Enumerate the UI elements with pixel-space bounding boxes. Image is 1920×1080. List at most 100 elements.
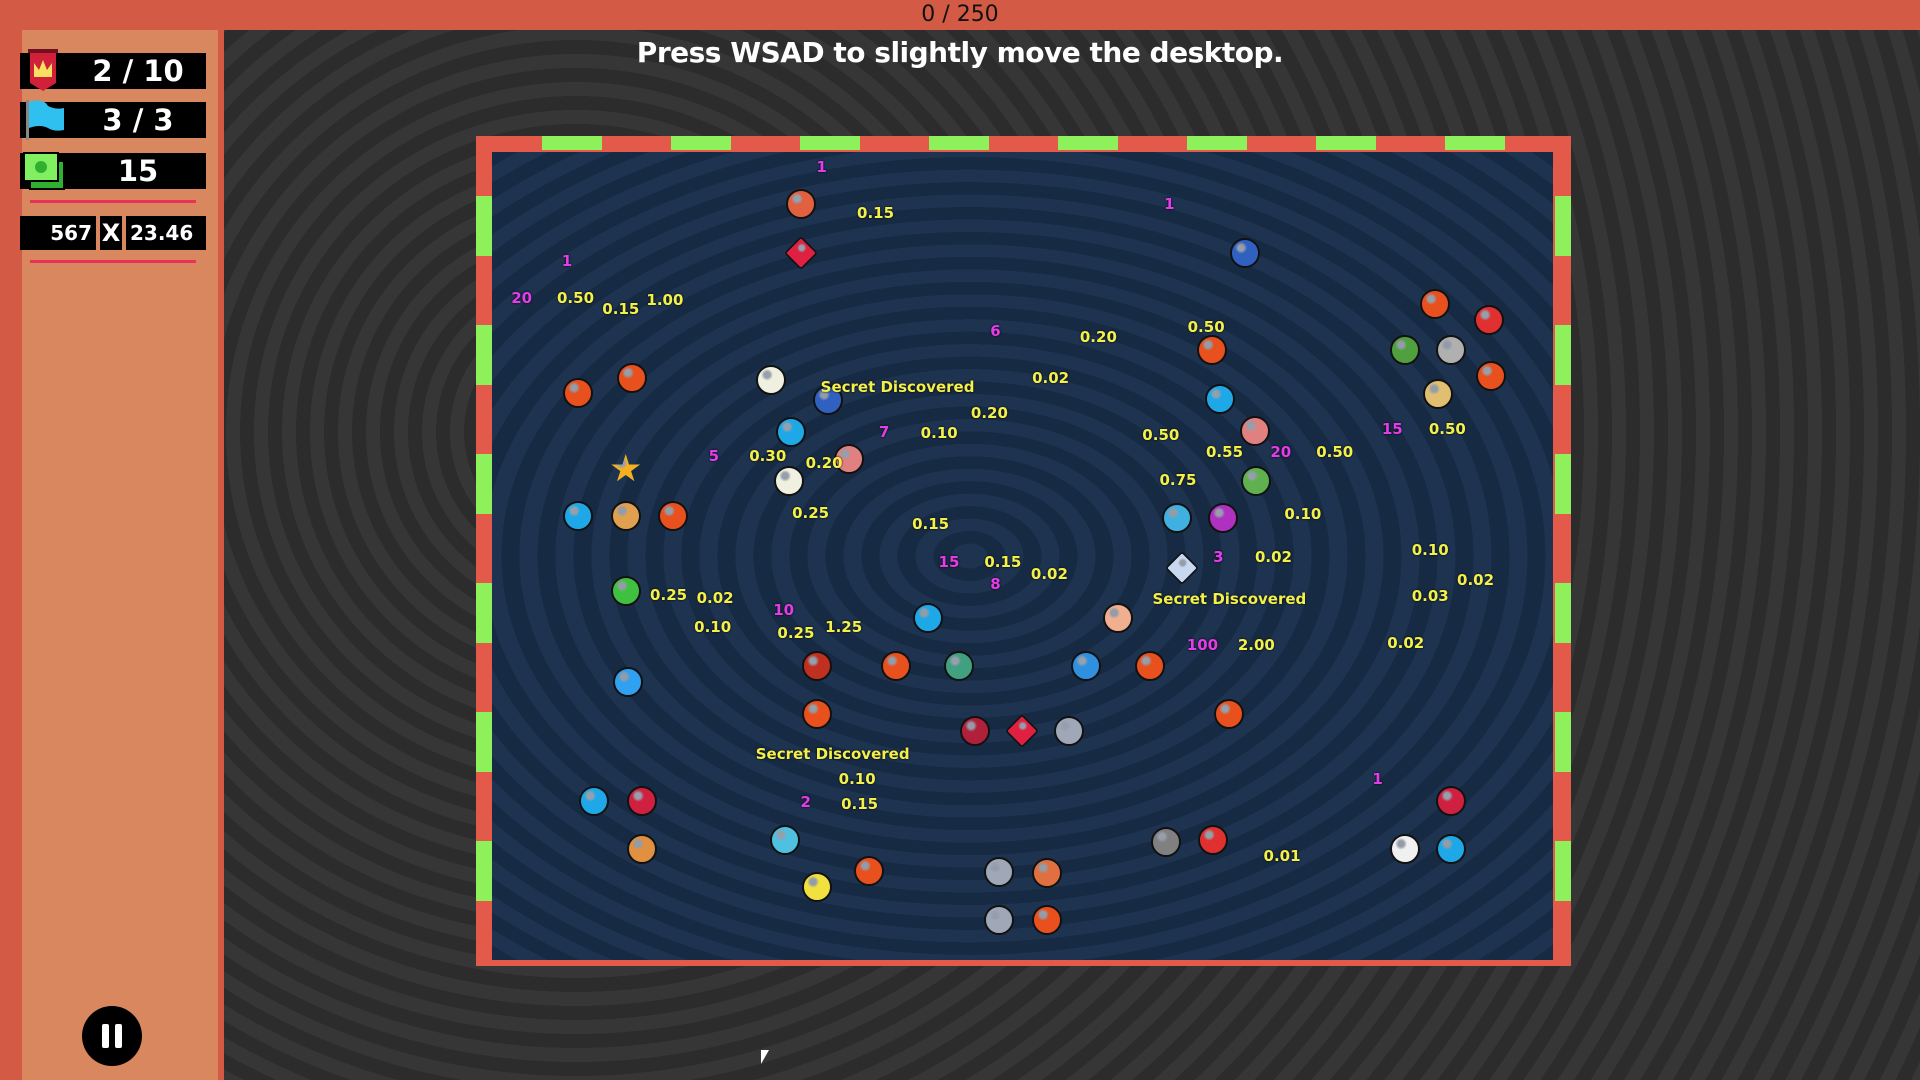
rocket-icon xyxy=(1198,825,1229,855)
floating-number: 2 xyxy=(800,793,811,812)
floating-number: 0.10 xyxy=(694,617,732,636)
secret-discovered-label: Secret Discovered xyxy=(820,377,975,396)
wall-green-segment xyxy=(1555,196,1571,256)
chick-icon xyxy=(801,871,832,902)
blue-ball-icon xyxy=(913,603,944,634)
rounds-stat: 2 / 10 xyxy=(20,49,206,91)
wall-green-segment xyxy=(1555,712,1571,772)
battery-icon xyxy=(610,576,641,607)
floating-number: 20 xyxy=(511,288,533,307)
floating-number: 0.15 xyxy=(984,553,1022,572)
blue-flag-icon xyxy=(26,100,64,140)
floating-number: 5 xyxy=(708,446,720,465)
times-sign: X xyxy=(100,216,122,250)
progress-text: 0 / 250 xyxy=(921,2,999,27)
blue-ball-icon xyxy=(776,417,807,448)
play-field[interactable]: Secret Discovered Secret Discovered Secret… xyxy=(492,152,1553,960)
rose-icon xyxy=(626,785,657,816)
elephant-icon xyxy=(984,904,1015,935)
orange-ball-icon xyxy=(616,363,647,394)
floating-number: 0.55 xyxy=(1205,442,1244,461)
floating-number: 3 xyxy=(1213,548,1224,567)
diamond-icon xyxy=(1164,551,1199,586)
rose-icon xyxy=(1436,785,1467,816)
floating-number: 0.10 xyxy=(1411,540,1449,559)
tiger-icon xyxy=(626,833,657,864)
hint-text: Press WSAD to slightly move the desktop. xyxy=(636,36,1284,69)
floating-number: 6 xyxy=(990,321,1001,340)
floating-number: 0.30 xyxy=(749,446,787,465)
game-board[interactable]: Secret Discovered Secret Discovered Secret… xyxy=(476,136,1571,966)
floating-number: 0.50 xyxy=(556,288,595,307)
floating-number: 0.15 xyxy=(602,299,640,318)
mountain-icon xyxy=(943,651,974,682)
wall-green-segment xyxy=(1058,136,1118,150)
wall-green-segment xyxy=(1187,136,1247,150)
water-drop-icon xyxy=(613,667,644,698)
wall-green-segment xyxy=(929,136,989,150)
floating-number: 0.50 xyxy=(1316,442,1354,461)
clown-icon xyxy=(1389,833,1420,864)
blue-ball-icon xyxy=(562,500,593,531)
floating-number: 15 xyxy=(938,553,960,572)
rocket-icon xyxy=(1473,304,1504,335)
floating-number: 0.02 xyxy=(1387,633,1425,652)
divider xyxy=(30,260,196,263)
koala-icon xyxy=(1436,335,1467,366)
floating-number: 1 xyxy=(1164,195,1175,214)
orange-ball-icon xyxy=(1420,288,1451,319)
floating-number: 100 xyxy=(1186,636,1219,655)
floating-number: 0.50 xyxy=(1142,425,1180,444)
flower-icon xyxy=(773,466,804,497)
floating-number: 2.00 xyxy=(1237,636,1275,655)
floating-number: 0.02 xyxy=(696,588,734,607)
mouse-cursor xyxy=(761,1050,769,1064)
wall-green-segment xyxy=(1555,454,1571,514)
mushroom-icon xyxy=(785,189,816,220)
floating-number: 1 xyxy=(561,251,573,270)
angel-icon xyxy=(1161,502,1192,533)
flags-stat: 3 / 3 xyxy=(20,100,206,140)
floating-number: 1.25 xyxy=(825,617,863,636)
floating-number: 0.10 xyxy=(1284,505,1322,524)
rounds-value: 2 / 10 xyxy=(92,54,184,88)
floating-number: 0.02 xyxy=(1457,571,1495,590)
wall-green-segment xyxy=(476,325,492,385)
heart-icon xyxy=(959,716,990,747)
floating-number: 0.20 xyxy=(970,403,1008,422)
orange-ball-icon xyxy=(854,855,885,886)
wall-green-segment xyxy=(476,712,492,772)
pause-button[interactable] xyxy=(82,1006,142,1066)
progress-bar: 0 / 250 xyxy=(0,0,1920,30)
star-icon xyxy=(611,453,641,482)
devil-icon xyxy=(801,651,832,682)
floating-number: 0.10 xyxy=(838,769,876,788)
floating-number: 20 xyxy=(1270,442,1292,461)
floating-number: 7 xyxy=(878,423,890,442)
wall-green-segment xyxy=(1555,583,1571,643)
blue-ball-icon xyxy=(1204,384,1235,415)
floating-number: 0.10 xyxy=(920,424,958,443)
orange-ball-icon xyxy=(562,378,593,409)
elephant-icon xyxy=(1053,716,1084,747)
score-multiplier: 23.46 xyxy=(126,216,206,250)
wall-green-segment xyxy=(671,136,731,150)
flags-value: 3 / 3 xyxy=(102,103,174,137)
mirror-icon xyxy=(812,385,843,416)
pinwheel-icon xyxy=(1071,651,1102,682)
orange-ball-icon xyxy=(1214,698,1245,729)
floating-number: 0.01 xyxy=(1263,846,1301,865)
floating-number: 0.15 xyxy=(841,795,879,814)
wall-green-segment xyxy=(1555,325,1571,385)
wall-green-segment xyxy=(1445,136,1505,150)
orange-ball-icon xyxy=(658,500,689,531)
sidebar-panel xyxy=(22,30,218,1080)
floating-number: 0.50 xyxy=(1187,317,1225,336)
radio-icon xyxy=(1031,858,1062,889)
floating-number: 1.00 xyxy=(646,291,684,309)
wall-green-segment xyxy=(476,841,492,901)
red-gem-icon xyxy=(783,236,818,271)
floating-number: 0.20 xyxy=(1079,327,1117,346)
blue-ball-icon xyxy=(578,785,609,816)
cash-value: 15 xyxy=(117,154,159,188)
